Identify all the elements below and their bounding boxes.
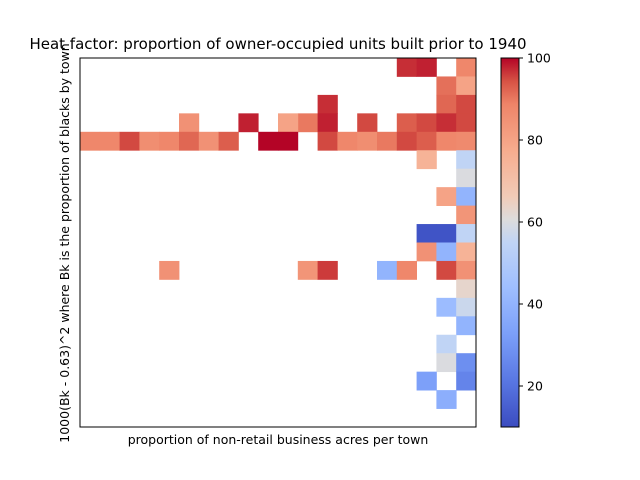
heatmap-cell	[416, 150, 437, 170]
heatmap-cell	[436, 224, 457, 243]
chart-title: Heat factor: proportion of owner-occupie…	[29, 35, 526, 53]
heatmap-cell	[436, 113, 457, 133]
x-axis-label: proportion of non-retail business acres …	[128, 432, 429, 447]
heatmap-cell	[456, 242, 477, 262]
heatmap-cell	[436, 242, 457, 262]
heatmap-cell	[218, 131, 239, 151]
colorbar-ticks: 20 40 60 80 100	[519, 51, 551, 394]
heatmap-cell	[337, 131, 358, 151]
colorbar-tick-label: 40	[527, 297, 543, 312]
heatmap-cell	[416, 242, 437, 262]
heatmap-cell	[436, 353, 457, 373]
heatmap-cell	[357, 131, 378, 151]
heatmap-cell	[317, 94, 338, 114]
colorbar-tick-label: 100	[527, 51, 551, 66]
heatmap-cell	[297, 260, 318, 280]
heatmap-cell	[278, 131, 299, 151]
heatmap-cell	[416, 131, 437, 151]
heatmap-cell	[396, 131, 417, 151]
heatmap-cell	[436, 260, 457, 280]
heatmap-cell	[456, 205, 477, 225]
heatmap-cell	[436, 187, 457, 206]
colorbar-tick-label: 60	[527, 215, 543, 230]
heatmap-cell	[436, 131, 457, 151]
heatmap-cell	[198, 131, 219, 151]
heatmap-cell	[416, 371, 437, 391]
heatmap-cell	[456, 150, 477, 170]
heatmap-cell	[317, 260, 338, 280]
heatmap-cell	[436, 390, 457, 409]
colorbar: 20 40 60 80 100	[500, 51, 551, 428]
heatmap-cell	[159, 260, 180, 280]
heatmap-cell	[297, 113, 318, 133]
heatmap-cell	[436, 94, 457, 114]
heatmap-cell	[80, 131, 101, 151]
heatmap-cell	[436, 297, 457, 317]
heatmap-cell	[456, 279, 477, 299]
heatmap-cell	[99, 131, 120, 151]
heatmap-cell	[396, 58, 417, 77]
heatmap-cell	[436, 334, 457, 354]
heatmap-cell	[396, 260, 417, 280]
heatmap-cell	[238, 113, 259, 133]
plot-frame	[79, 57, 477, 428]
heatmap-cell	[119, 131, 140, 151]
heatmap-cell	[159, 131, 180, 151]
heatmap-cell	[377, 260, 398, 280]
y-axis-label: 1000(Bk - 0.63)^2 where Bk is the propor…	[57, 43, 72, 442]
heatmap-cell	[396, 113, 417, 133]
heatmap-cell	[377, 131, 398, 151]
heatmap-cell	[436, 76, 457, 96]
heatmap-cell	[456, 224, 477, 243]
heatmap-cell	[139, 131, 160, 151]
heatmap-cell	[456, 297, 477, 317]
heatmap-cell	[278, 113, 299, 133]
heatmap-cells	[80, 58, 477, 409]
heatmap-cell	[317, 131, 338, 151]
heatmap-cell	[456, 168, 477, 188]
heatmap-cell	[179, 113, 200, 133]
heatmap-cell	[357, 113, 378, 133]
colorbar-tick-label: 20	[527, 379, 543, 394]
heatmap-cell	[416, 224, 437, 243]
colorbar-gradient	[500, 57, 520, 428]
heatmap-cell	[456, 353, 477, 373]
heatmap-cell	[317, 113, 338, 133]
heatmap-cell	[456, 94, 477, 114]
heatmap-cell	[456, 316, 477, 336]
heatmap-cell	[456, 260, 477, 280]
heatmap-cell	[416, 113, 437, 133]
heatmap-cell	[456, 113, 477, 133]
heatmap-cell	[179, 131, 200, 151]
colorbar-tick-label: 80	[527, 133, 543, 148]
heatmap-cell	[456, 58, 477, 77]
heatmap-cell	[456, 371, 477, 391]
heatmap-cell	[456, 76, 477, 96]
heatmap-cell	[258, 131, 279, 151]
heatmap-cell	[456, 131, 477, 151]
heatmap-cell	[456, 187, 477, 206]
heatmap-cell	[416, 58, 437, 77]
